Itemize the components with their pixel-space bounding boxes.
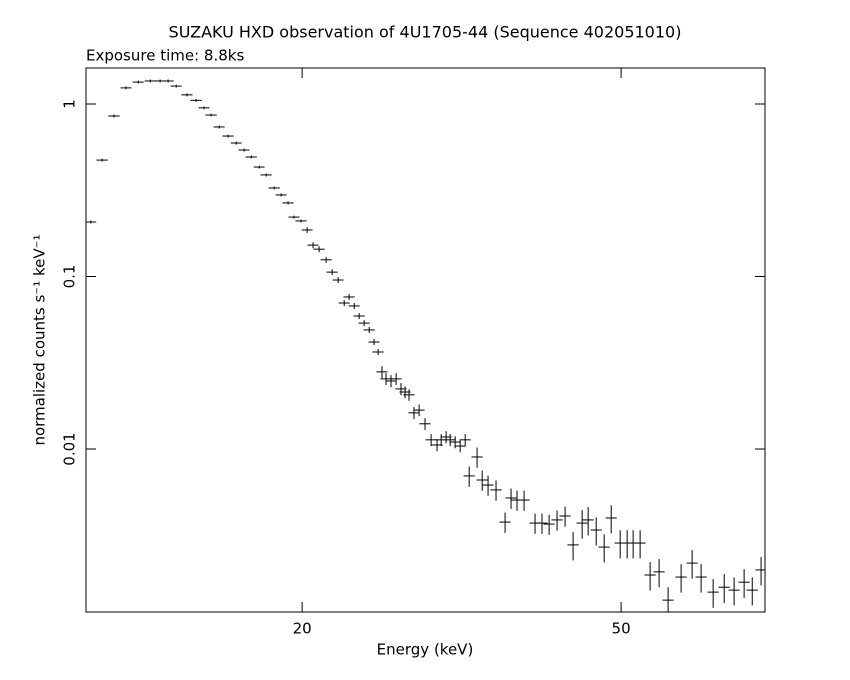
chart-title: SUZAKU HXD observation of 4U1705-44 (Seq… [169, 23, 682, 42]
x-axis-label: Energy (keV) [377, 641, 474, 659]
y-tick-label: 0.01 [61, 432, 79, 465]
y-tick-label: 1 [61, 99, 79, 109]
data-layer [86, 79, 765, 612]
y-axis-label: normalized counts s⁻¹ keV⁻¹ [31, 234, 49, 445]
x-tick-label: 20 [293, 620, 312, 638]
y-tick-label: 0.1 [61, 265, 79, 289]
plot-frame [85, 67, 766, 613]
chart-subtitle: Exposure time: 8.8ks [86, 47, 244, 65]
x-tick-label: 50 [612, 620, 631, 638]
